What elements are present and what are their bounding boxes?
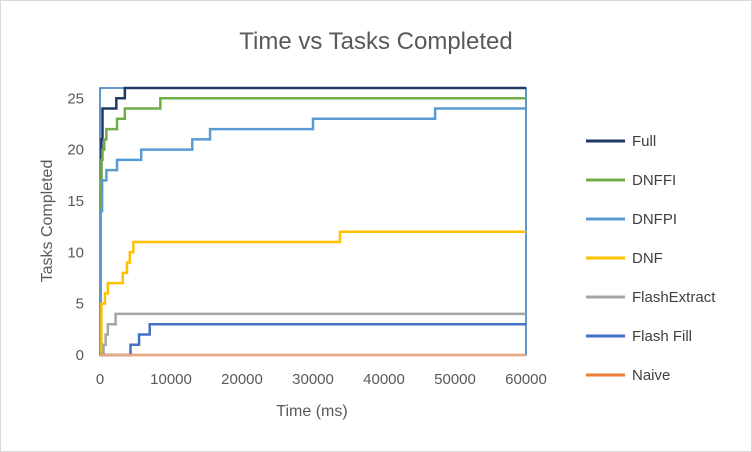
x-tick-label: 10000 (150, 371, 192, 388)
y-tick-label: 20 (67, 142, 84, 159)
legend-label-full: Full (632, 133, 656, 150)
x-tick-label: 50000 (434, 371, 476, 388)
x-axis-title: Time (ms) (276, 403, 347, 420)
series-line-dnffi (99, 97, 526, 357)
series-line-dnfpi (99, 107, 526, 357)
x-tick-label: 0 (96, 371, 104, 388)
y-tick-label: 5 (76, 296, 84, 313)
x-tick-label: 40000 (363, 371, 405, 388)
legend-label-flash-fill: Flash Fill (632, 328, 692, 345)
series-line-flash-fill (100, 322, 526, 357)
chart-title: Time vs Tasks Completed (239, 28, 512, 55)
y-axis-title: Tasks Completed (39, 160, 56, 283)
legend-label-naive: Naive (632, 367, 670, 384)
y-tick-label: 25 (67, 90, 84, 107)
legend-label-dnffi: DNFFI (632, 172, 676, 189)
legend-label-dnfpi: DNFPI (632, 211, 677, 228)
x-tick-label: 60000 (505, 371, 547, 388)
series-lines (99, 86, 526, 357)
y-tick-label: 15 (67, 193, 84, 210)
legend: Full DNFFI DNFPI DNF FlashExtract Flash Fill N… (586, 133, 716, 384)
series-line-flashextract (100, 312, 526, 357)
series-line-dnf (100, 230, 526, 357)
x-tick-label: 30000 (292, 371, 334, 388)
x-tick-label: 20000 (221, 371, 263, 388)
legend-label-dnf: DNF (632, 250, 663, 267)
y-tick-label: 10 (67, 244, 84, 261)
axes: 0 5 10 15 20 25 0 10000 20000 30000 40000 50000 6000… (67, 90, 547, 388)
legend-label-flashextract: FlashExtract (632, 289, 716, 306)
y-tick-label: 0 (76, 347, 84, 364)
